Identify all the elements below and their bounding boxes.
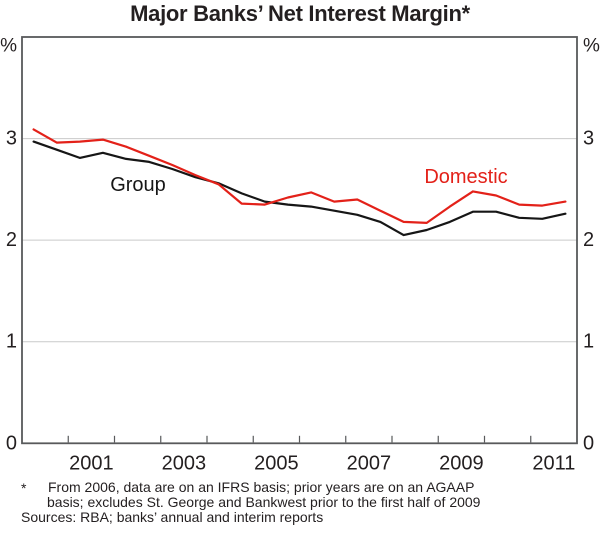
x-axis-label-2001: 2001	[69, 453, 114, 475]
y-axis-label-left-1: 1	[6, 331, 17, 353]
series-label-domestic: Domestic	[424, 166, 507, 188]
chart-title: Major Banks’ Net Interest Margin*	[130, 1, 470, 26]
y-axis-label-right-2: 2	[583, 229, 594, 251]
footnote-text-line-2: basis; excludes St. George and Bankwest …	[47, 494, 481, 510]
x-axis-label-2003: 2003	[162, 453, 207, 475]
series-label-group: Group	[110, 174, 166, 196]
series-line-group	[32, 140, 567, 237]
y-axis-label-right-0: 0	[583, 432, 594, 454]
y-axis-label-left-2: 2	[6, 229, 17, 251]
footnote-marker: *	[21, 480, 27, 496]
y-axis-label-right-1: 1	[583, 331, 594, 353]
y-axis-label-left-0: 0	[6, 432, 17, 454]
x-axis-label-2005: 2005	[254, 453, 299, 475]
x-axis-label-2011: 2011	[532, 453, 575, 475]
sources-text: Sources: RBA; banks’ annual and interim …	[21, 509, 324, 525]
y-axis-label-left-3: 3	[6, 128, 17, 150]
unit-label-left: %	[0, 36, 17, 57]
x-axis-label-2009: 2009	[439, 453, 484, 475]
footnote-text-line-1: From 2006, data are on an IFRS basis; pr…	[48, 479, 475, 495]
series-line-domestic	[32, 128, 567, 224]
plot-frame	[21, 36, 578, 445]
unit-label-right: %	[583, 36, 600, 57]
y-axis-label-right-3: 3	[583, 128, 594, 150]
x-axis-label-2007: 2007	[347, 453, 392, 475]
